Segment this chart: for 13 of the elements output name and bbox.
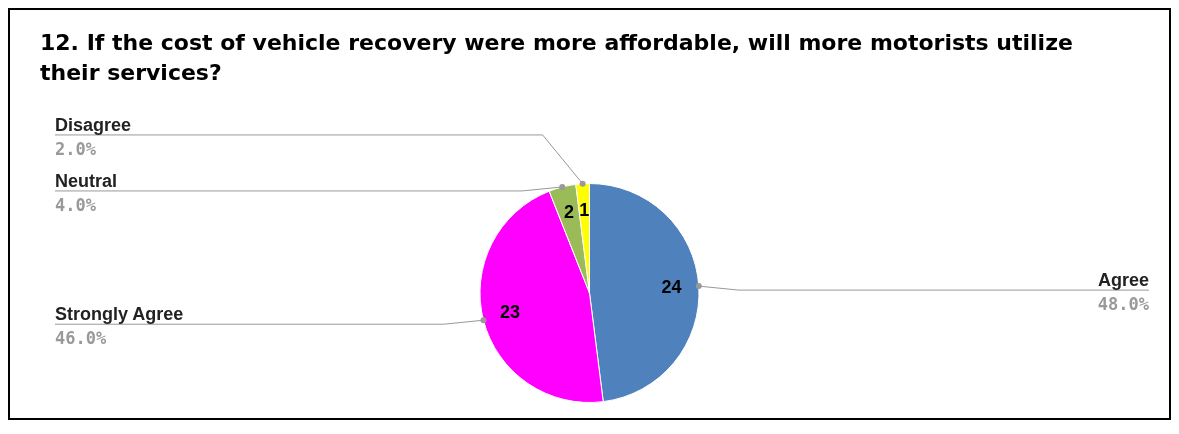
slice-label: Neutral <box>55 170 118 191</box>
slice-label: Agree <box>1097 270 1149 291</box>
data-label: 2 <box>564 202 575 223</box>
text: 2.0% <box>55 138 97 159</box>
text: 46.0% <box>55 328 107 349</box>
slice-label: Strongly Agree <box>55 304 184 325</box>
text: 48.0% <box>1097 294 1150 315</box>
text: 4.0% <box>55 194 97 215</box>
chart-title: 12. If the cost of vehicle recovery were more affordable, will more motorists utilize their services? <box>39 29 1074 87</box>
data-label: 1 <box>579 200 590 221</box>
data-label: 23 <box>499 302 520 323</box>
data-label: 24 <box>661 276 682 297</box>
slice-label: Disagree <box>55 114 132 135</box>
